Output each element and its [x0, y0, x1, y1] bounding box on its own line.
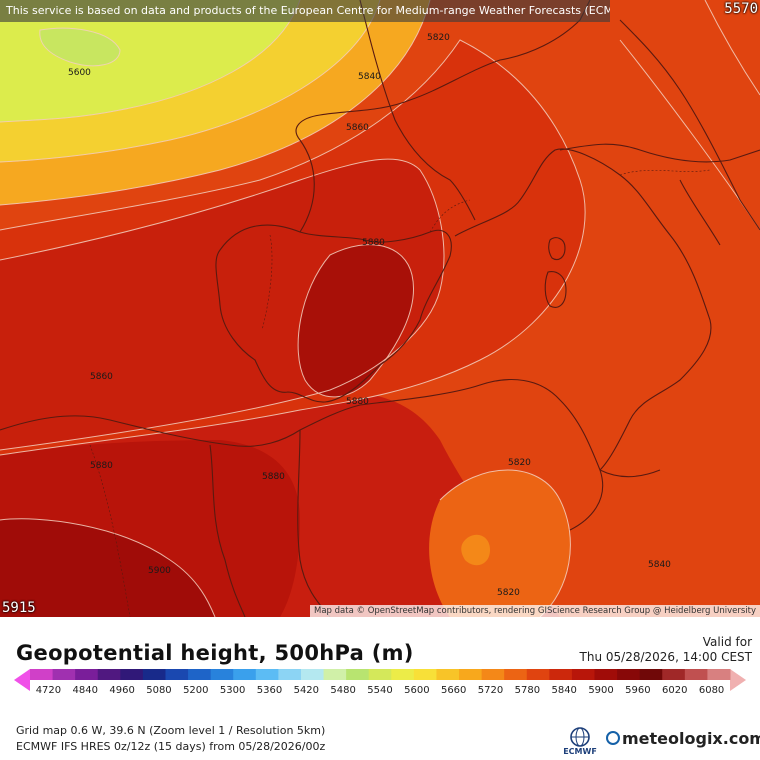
scale-cell: [707, 669, 731, 680]
meteologix-logo-text: meteologix.com: [622, 729, 760, 748]
meteologix-icon: [606, 731, 620, 745]
scale-cell: [278, 669, 302, 680]
scale-cell: [571, 669, 596, 680]
color-scale-ticks: 4720 4840 4960 5080 5200 5300 5360 5420 5480 5540…: [36, 685, 725, 696]
contour-label: 5600: [68, 68, 91, 78]
scale-cell: [368, 669, 392, 680]
scale-tick-label: 5660: [441, 685, 466, 696]
scale-tick-label: 5960: [625, 685, 650, 696]
scale-cell: [436, 669, 460, 680]
map-attribution[interactable]: Map data © OpenStreetMap contributors, r…: [310, 605, 760, 617]
contour-value-labels: 5820 5840 5860 5880 5880 5860 5880 5880 …: [68, 33, 671, 598]
band-5900: [0, 518, 215, 617]
band-5820-se: [429, 470, 571, 617]
scale-cell: [481, 669, 505, 680]
scale-cell: [165, 669, 189, 680]
band-5600-inner: [39, 28, 120, 66]
scale-cell: [594, 669, 618, 680]
contour-label: 5880: [262, 472, 285, 482]
scale-cell: [639, 669, 663, 680]
scale-tick-label: 5080: [146, 685, 171, 696]
scale-cell: [142, 669, 166, 680]
scale-cell: [323, 669, 347, 680]
scale-cell: [526, 669, 550, 680]
contour-label: 5840: [358, 72, 381, 82]
scale-cell: [210, 669, 234, 680]
scale-cell: [662, 669, 686, 680]
scale-tick-label: 4960: [109, 685, 134, 696]
scale-cell: [549, 669, 573, 680]
scale-tick-label: 6020: [662, 685, 687, 696]
scale-tick-label: 4720: [36, 685, 61, 696]
ecmwf-logo-text: ECMWF: [563, 747, 597, 756]
max-value-readout: 5570: [724, 1, 758, 17]
contour-label: 5860: [346, 123, 369, 133]
scale-tick-label: 5600: [404, 685, 429, 696]
scale-tick-label: 5420: [294, 685, 319, 696]
band-5880-iberia: [298, 244, 414, 397]
scale-tick-label: 5720: [478, 685, 503, 696]
meteologix-logo[interactable]: meteologix.com: [606, 729, 760, 748]
band-5800-se: [461, 534, 490, 566]
band-5660: [0, 0, 380, 162]
scale-cell: [75, 669, 99, 680]
valid-time: Thu 05/28/2026, 14:00 CEST: [579, 650, 752, 664]
scale-tick-label: 5900: [588, 685, 613, 696]
coastlines: [0, 0, 760, 617]
ecmwf-logo[interactable]: ECMWF: [560, 726, 600, 758]
scale-tick-label: 5840: [551, 685, 576, 696]
scale-tick-label: 5480: [330, 685, 355, 696]
forecast-map[interactable]: 5820 5840 5860 5880 5880 5860 5880 5880 …: [0, 0, 760, 617]
map-layer: 5820 5840 5860 5880 5880 5860 5880 5880 …: [0, 0, 760, 617]
scale-cell: [188, 669, 212, 680]
scale-tick-label: 5200: [183, 685, 208, 696]
scale-tick-label: 5300: [220, 685, 245, 696]
band-5720: [0, 0, 430, 205]
ecmwf-notice-banner: This service is based on data and produc…: [0, 0, 610, 22]
contour-label: 5820: [508, 458, 531, 468]
contour-label: 5880: [346, 397, 369, 407]
scale-tick-label: 5360: [257, 685, 282, 696]
contour-lines: [0, 0, 760, 617]
scale-cell: [97, 669, 121, 680]
contour-label: 5820: [497, 588, 520, 598]
scale-cell: [30, 669, 54, 680]
scale-tick-label: 5540: [367, 685, 392, 696]
scale-tick-label: 6080: [699, 685, 724, 696]
color-scale: 4720 4840 4960 5080 5200 5300 5360 5420 5480 5540…: [14, 669, 746, 696]
scale-cell: [391, 669, 415, 680]
scale-cell: [346, 669, 370, 680]
scale-cell: [413, 669, 437, 680]
min-value-readout: 5915: [2, 600, 36, 616]
contour-label: 5880: [362, 238, 385, 248]
scale-cell: [120, 669, 144, 680]
scale-cell: [52, 669, 76, 680]
scale-arrow-high: [730, 669, 746, 691]
scale-cell: [233, 669, 257, 680]
contour-label: 5860: [90, 372, 113, 382]
contour-label: 5880: [90, 461, 113, 471]
scale-cell: [504, 669, 528, 680]
valid-label: Valid for: [702, 635, 752, 649]
contour-label: 5900: [148, 566, 171, 576]
borders: [89, 169, 711, 617]
color-scale-cells: [14, 669, 746, 691]
scale-tick-label: 4840: [73, 685, 98, 696]
scale-cell: [459, 669, 483, 680]
scale-cell: [684, 669, 708, 680]
legend-title: Geopotential height, 500hPa (m): [16, 641, 414, 665]
scale-cell: [617, 669, 641, 680]
scale-cell: [255, 669, 279, 680]
scale-arrow-low: [14, 669, 30, 691]
ecmwf-globe-icon: [570, 727, 590, 747]
grid-info: Grid map 0.6 W, 39.6 N (Zoom level 1 / R…: [16, 724, 326, 737]
model-info: ECMWF IFS HRES 0z/12z (15 days) from 05/…: [16, 740, 326, 753]
scale-tick-label: 5780: [515, 685, 540, 696]
scale-cell: [300, 669, 325, 680]
contour-label: 5820: [427, 33, 450, 43]
contour-label: 5840: [648, 560, 671, 570]
